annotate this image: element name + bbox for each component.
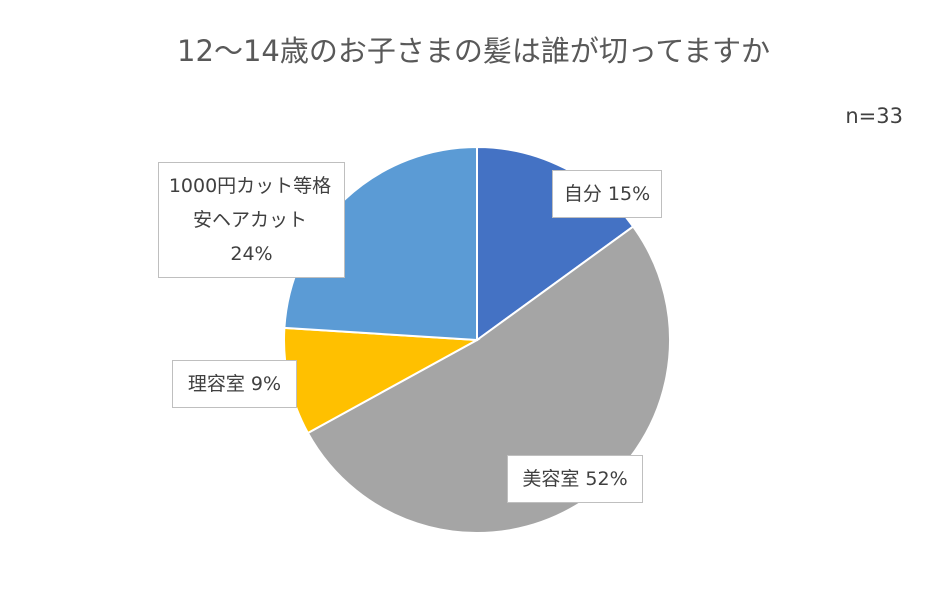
data-label: 美容室 52% [507, 455, 643, 503]
value-label: 52% [585, 468, 628, 490]
category-label: 1000円カット等格安ヘアカット [168, 175, 332, 231]
category-label: 理容室 [187, 373, 245, 395]
chart-title: 12～14歳のお子さまの髪は誰が切ってますか [177, 34, 770, 68]
value-label: 9% [250, 373, 282, 395]
category-label: 美容室 [522, 468, 580, 490]
value-label: 15% [607, 183, 651, 205]
value-label: 24% [230, 243, 273, 265]
category-label: 自分 [563, 183, 602, 205]
data-label: 自分 15% [552, 170, 662, 218]
annotation: n=33 [845, 104, 903, 128]
data-label: 理容室 9% [172, 360, 297, 408]
data-label: 1000円カット等格安ヘアカット 24% [158, 162, 345, 278]
